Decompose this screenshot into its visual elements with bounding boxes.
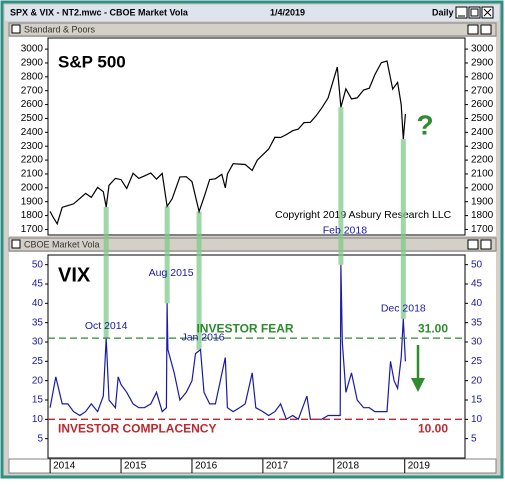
y-tick-label: 2300 [21, 141, 44, 152]
y-tick-label: 1900 [471, 196, 494, 207]
minimize-button[interactable] [455, 6, 468, 19]
y-tick-label: 1800 [471, 210, 494, 221]
y-tick-label: 1900 [21, 196, 44, 207]
title-bar [5, 5, 499, 21]
window-date: 1/4/2019 [270, 7, 305, 17]
y-tick-label: 2200 [471, 155, 494, 166]
y-tick-label: 2400 [471, 127, 494, 138]
y-tick-label: 2600 [471, 99, 494, 110]
annotation-label: Oct 2014 [85, 320, 128, 332]
x-axis-strip [8, 458, 497, 474]
x-tick-label: 2017 [266, 461, 289, 472]
plot-area [47, 37, 466, 236]
y-tick-label: 2100 [471, 169, 494, 180]
y-tick-label: 3000 [21, 44, 44, 55]
y-tick-label: 2000 [21, 182, 44, 193]
annotation-label: Feb 2018 [323, 224, 368, 236]
y-tick-label: 1800 [21, 210, 44, 221]
panel-title: Standard & Poors [24, 24, 96, 34]
x-tick-label: 2019 [408, 461, 431, 472]
x-tick-label: 2014 [53, 461, 76, 472]
highlight-bar [164, 206, 170, 304]
y-tick-label: 2800 [21, 71, 44, 82]
reference-label: INVESTOR COMPLACENCY [58, 422, 216, 436]
series-label: VIX [58, 264, 91, 286]
y-tick-label: 40 [32, 298, 44, 309]
x-tick-label: 2016 [195, 461, 218, 472]
annotation-label: Jan 2016 [181, 332, 224, 344]
copyright: Copyright 2019 Asbury Research LLC [275, 209, 452, 221]
y-tick-label: 20 [471, 375, 483, 386]
y-tick-label: 2100 [21, 169, 44, 180]
y-tick-label: 1700 [471, 224, 494, 235]
maximize-button[interactable] [468, 6, 481, 19]
y-tick-label: 2500 [21, 113, 44, 124]
y-tick-label: 2200 [21, 155, 44, 166]
y-tick-label: 35 [32, 317, 44, 328]
annotation-label: Dec 2018 [381, 303, 426, 315]
annotation: ? [416, 109, 433, 140]
y-tick-label: 2700 [471, 85, 494, 96]
panel-icon [11, 239, 21, 249]
y-tick-label: 1700 [21, 224, 44, 235]
y-tick-label: 2300 [471, 141, 494, 152]
annotation-label: Aug 2015 [149, 267, 194, 279]
y-tick-label: 35 [471, 317, 483, 328]
y-tick-label: 5 [37, 433, 43, 444]
y-tick-label: 45 [32, 279, 44, 290]
y-tick-label: 15 [471, 395, 483, 406]
y-tick-label: 2800 [471, 71, 494, 82]
highlight-bar [196, 211, 202, 350]
panel-icon [11, 24, 21, 34]
y-tick-label: 2700 [21, 85, 44, 96]
y-tick-label: 50 [471, 259, 483, 270]
reference-value: 31.00 [418, 321, 448, 335]
y-tick-label: 2400 [21, 127, 44, 138]
y-tick-label: 3000 [471, 44, 494, 55]
window-title: SPX & VIX - NT2.mwc - CBOE Market Vola [10, 7, 189, 17]
y-tick-label: 2900 [471, 58, 494, 69]
icon [470, 8, 479, 17]
panel-button[interactable] [467, 24, 479, 35]
y-tick-label: 2000 [471, 182, 494, 193]
y-tick-label: 5 [471, 433, 477, 444]
icon [483, 8, 492, 17]
y-tick-label: 25 [471, 356, 483, 367]
highlight-bar [400, 139, 406, 319]
panel-title: CBOE Market Vola [24, 239, 100, 249]
window-interval: Daily [432, 7, 454, 17]
x-tick-label: 2015 [124, 461, 147, 472]
series-line [49, 60, 406, 226]
reference-value: 10.00 [418, 422, 448, 436]
y-tick-label: 30 [32, 337, 44, 348]
y-tick-label: 25 [32, 356, 44, 367]
y-tick-label: 2600 [21, 99, 44, 110]
y-tick-label: 20 [32, 375, 44, 386]
arrow-head [411, 378, 425, 392]
y-tick-label: 45 [471, 279, 483, 290]
reference-label: INVESTOR FEAR [196, 321, 293, 335]
panel-header [8, 237, 497, 252]
y-tick-label: 50 [32, 259, 44, 270]
highlight-bar [103, 206, 109, 339]
series-label: S&P 500 [58, 52, 126, 71]
panel-button[interactable] [480, 24, 492, 35]
y-tick-label: 10 [32, 414, 44, 425]
y-tick-label: 2900 [21, 58, 44, 69]
x-tick-label: 2018 [337, 461, 360, 472]
y-tick-label: 40 [471, 298, 483, 309]
highlight-bar [338, 107, 344, 265]
y-tick-label: 15 [32, 395, 44, 406]
panel-button[interactable] [480, 239, 492, 250]
y-tick-label: 30 [471, 337, 483, 348]
window-controls[interactable] [455, 6, 494, 19]
y-tick-label: 10 [471, 414, 483, 425]
plot-area [47, 254, 466, 459]
panel-button[interactable] [467, 239, 479, 250]
y-tick-label: 2500 [471, 113, 494, 124]
panel-header [8, 22, 497, 37]
series-line [49, 264, 406, 421]
